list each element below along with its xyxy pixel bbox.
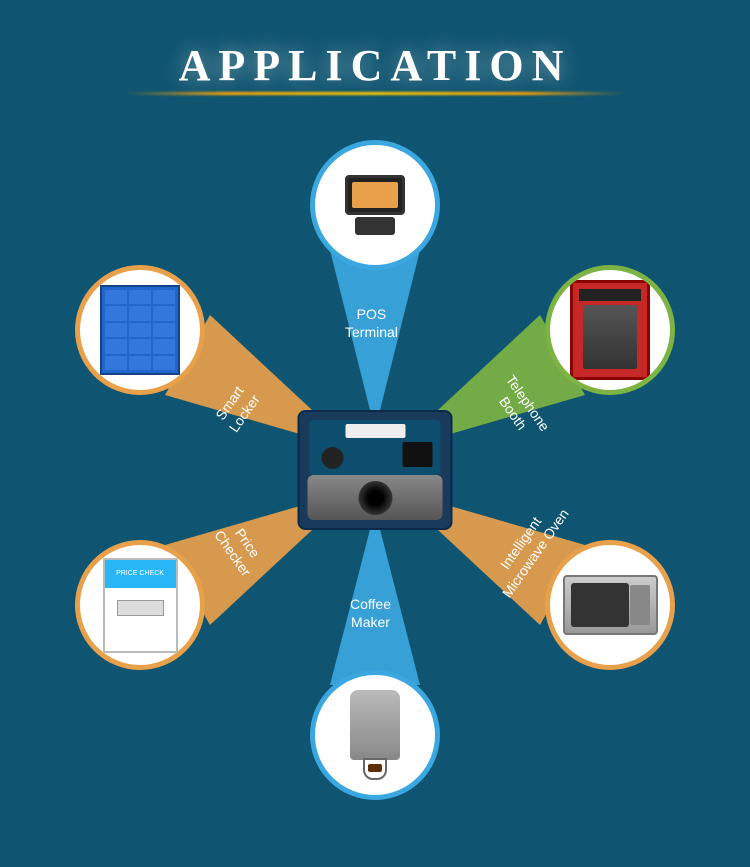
node-microwave-oven (545, 540, 675, 670)
hub-chip (403, 442, 433, 467)
hub-scanner-module (298, 410, 453, 530)
page-title: APPLICATION (179, 40, 572, 91)
node-pos-terminal (310, 140, 440, 270)
application-diagram: POS Terminal Telephone Booth Intelligent… (0, 120, 750, 867)
price-checker-icon (80, 545, 200, 665)
node-telephone-booth (545, 265, 675, 395)
node-smart-locker (75, 265, 205, 395)
hub-connector (345, 424, 405, 438)
label-coffee: Coffee Maker (350, 595, 391, 631)
telephone-booth-icon (550, 270, 670, 390)
hub-buzzer (322, 447, 344, 469)
smart-locker-icon (80, 270, 200, 390)
node-price-checker (75, 540, 205, 670)
title-underline (125, 92, 625, 95)
hub-lens (358, 481, 392, 515)
node-coffee-maker (310, 670, 440, 800)
pos-terminal-icon (315, 145, 435, 265)
microwave-oven-icon (550, 545, 670, 665)
label-pos: POS Terminal (345, 305, 398, 341)
coffee-maker-icon (315, 675, 435, 795)
hub-lens-housing (308, 475, 443, 520)
